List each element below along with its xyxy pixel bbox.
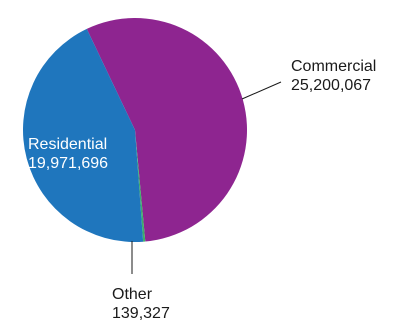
commercial-value: 25,200,067 (291, 77, 371, 94)
other-slice (135, 130, 146, 242)
commercial-leader-line (241, 81, 282, 100)
pie-slices (23, 17, 248, 242)
residential-value: 19,971,696 (28, 155, 108, 172)
other-value: 139,327 (112, 305, 170, 321)
other-label: Other (112, 286, 153, 303)
residential-slice (23, 28, 144, 242)
commercial-label: Commercial (291, 58, 376, 75)
residential-label: Residential (28, 136, 107, 153)
commercial-slice (86, 17, 248, 242)
